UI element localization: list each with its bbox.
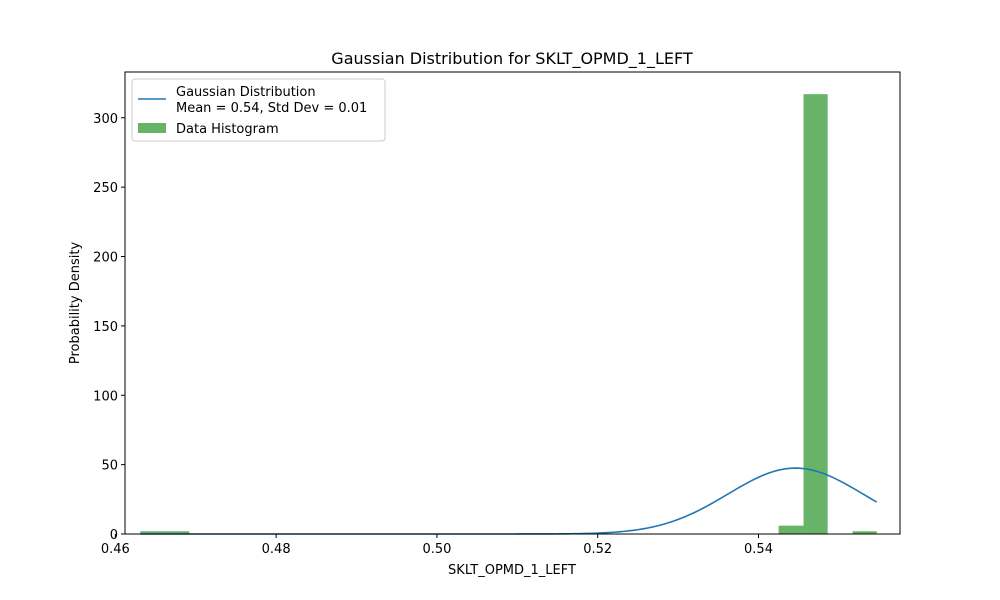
legend-gaussian-label-line1: Gaussian Distribution <box>176 85 316 100</box>
y-tick-label: 250 <box>93 181 118 196</box>
x-tick-label: 0.46 <box>101 542 130 557</box>
histogram-bar <box>778 525 804 534</box>
legend-histogram-label: Data Histogram <box>176 122 279 137</box>
y-tick-label: 0 <box>110 528 118 543</box>
legend-histogram-swatch <box>138 123 166 133</box>
x-axis-ticks: 0.46 0.48 0.50 0.52 0.54 <box>101 534 773 557</box>
x-tick-label: 0.50 <box>422 542 451 557</box>
histogram-bar <box>140 531 165 534</box>
histogram-bar <box>852 531 877 534</box>
histogram-bars <box>140 94 877 535</box>
plot-area <box>124 71 901 535</box>
y-tick-label: 300 <box>93 112 118 127</box>
chart-title: Gaussian Distribution for SKLT_OPMD_1_LE… <box>331 49 693 69</box>
y-axis-ticks: 0 50 100 150 200 250 300 <box>93 112 125 543</box>
legend-gaussian-label-line2: Mean = 0.54, Std Dev = 0.01 <box>176 101 367 116</box>
legend: Gaussian Distribution Mean = 0.54, Std D… <box>131 78 386 142</box>
y-tick-label: 50 <box>101 459 118 474</box>
axes-frame <box>124 71 901 535</box>
histogram-bar <box>803 94 828 535</box>
x-tick-label: 0.48 <box>262 542 291 557</box>
y-tick-label: 100 <box>93 389 118 404</box>
y-axis-label: Probability Density <box>68 242 83 365</box>
x-axis-label: SKLT_OPMD_1_LEFT <box>448 563 576 578</box>
x-tick-label: 0.54 <box>744 542 773 557</box>
histogram-bar <box>164 531 190 534</box>
legend-box <box>131 78 386 142</box>
x-tick-label: 0.52 <box>583 542 612 557</box>
y-tick-label: 200 <box>93 251 118 266</box>
y-tick-label: 150 <box>93 320 118 335</box>
